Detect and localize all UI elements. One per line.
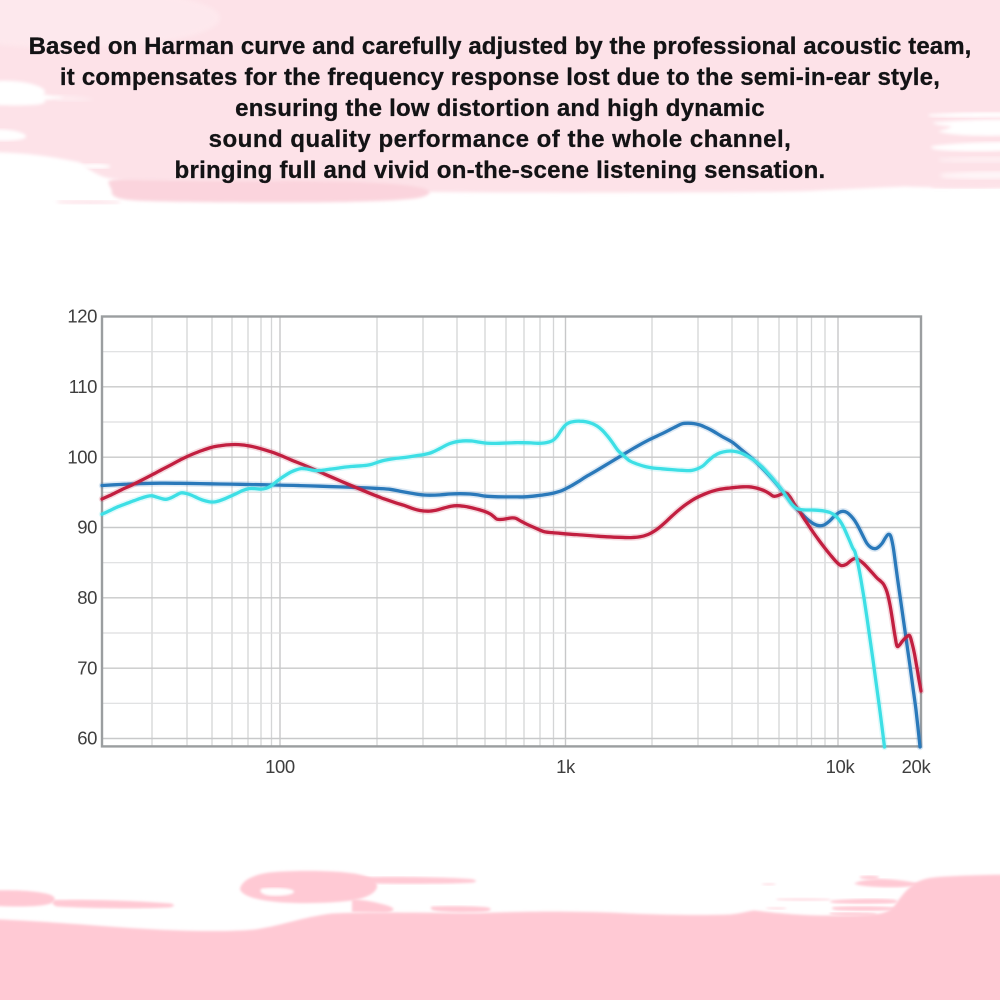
svg-text:100: 100 [265, 756, 295, 777]
svg-text:1k: 1k [556, 756, 576, 777]
svg-text:10k: 10k [826, 756, 856, 777]
svg-text:90: 90 [77, 517, 97, 538]
svg-text:20k: 20k [902, 756, 932, 777]
svg-text:70: 70 [77, 657, 97, 678]
svg-text:80: 80 [77, 587, 97, 608]
svg-text:110: 110 [69, 376, 97, 397]
svg-text:100: 100 [67, 446, 97, 467]
svg-text:120: 120 [67, 306, 97, 327]
svg-text:60: 60 [77, 728, 97, 749]
